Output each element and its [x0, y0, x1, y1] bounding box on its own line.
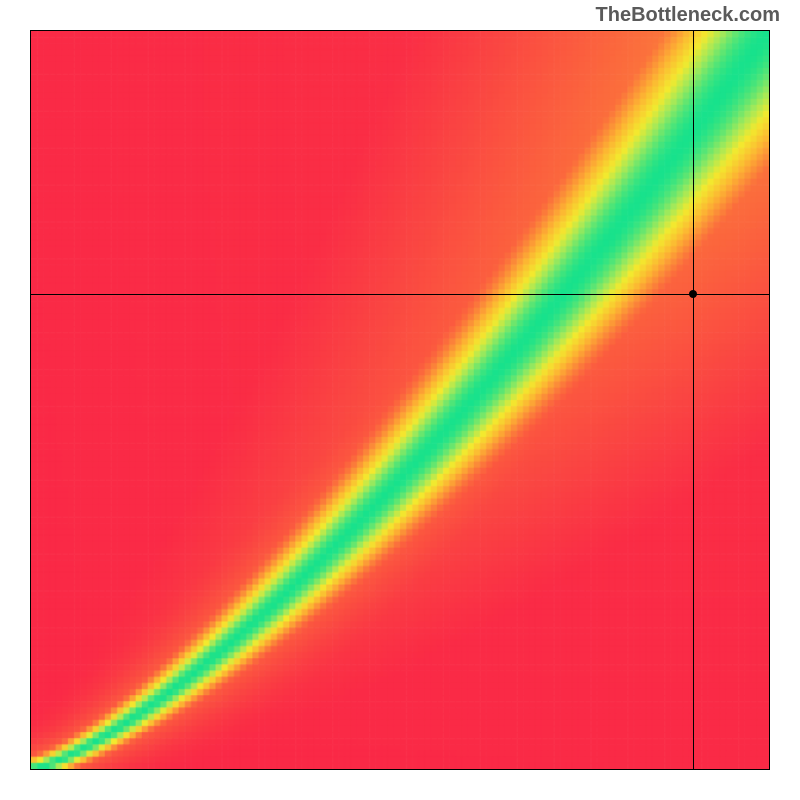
- marker-dot: [689, 290, 697, 298]
- bottleneck-heatmap: [30, 30, 770, 770]
- watermark-text: TheBottleneck.com: [596, 4, 780, 27]
- heatmap-canvas: [31, 31, 769, 769]
- crosshair-vertical: [693, 31, 694, 769]
- crosshair-horizontal: [31, 294, 769, 295]
